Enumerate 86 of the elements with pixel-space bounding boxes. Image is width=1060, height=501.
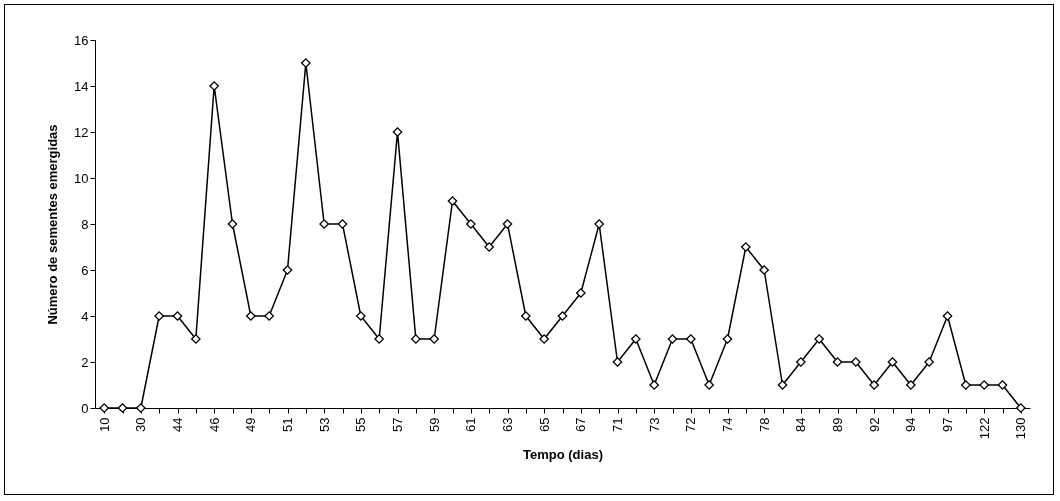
point bbox=[356, 311, 366, 321]
x-tick-label: 94 bbox=[903, 417, 919, 432]
point bbox=[906, 380, 916, 390]
point bbox=[649, 380, 659, 390]
x-tick-label: 74 bbox=[720, 417, 735, 432]
point bbox=[227, 219, 238, 229]
x-tick-label: 63 bbox=[500, 417, 515, 432]
point bbox=[539, 334, 549, 344]
point bbox=[924, 357, 934, 367]
x-tick-label: 122 bbox=[976, 417, 992, 440]
point bbox=[337, 219, 348, 229]
point bbox=[759, 265, 769, 275]
y-tick-label: 4 bbox=[81, 308, 89, 324]
point bbox=[612, 357, 623, 367]
point bbox=[319, 219, 329, 229]
point bbox=[942, 311, 953, 321]
x-tick-label: 10 bbox=[96, 417, 112, 432]
point bbox=[484, 242, 494, 252]
point bbox=[704, 380, 714, 390]
point bbox=[869, 380, 879, 390]
point bbox=[686, 334, 696, 344]
y-axis-title: Número de sementes emergidas bbox=[45, 124, 61, 325]
point bbox=[502, 219, 513, 229]
point bbox=[154, 311, 164, 321]
point bbox=[667, 334, 678, 344]
point bbox=[887, 357, 898, 367]
x-tick-label: 73 bbox=[646, 417, 662, 432]
point bbox=[997, 380, 1008, 390]
x-tick-label: 57 bbox=[390, 417, 405, 432]
point bbox=[777, 380, 788, 390]
point bbox=[961, 380, 971, 390]
point bbox=[447, 196, 458, 206]
point bbox=[392, 127, 403, 137]
y-tick-label: 6 bbox=[81, 262, 89, 278]
x-tick-label: 59 bbox=[426, 417, 442, 432]
point bbox=[814, 334, 824, 344]
point bbox=[576, 288, 586, 298]
x-tick-label: 78 bbox=[756, 417, 772, 432]
point bbox=[209, 81, 219, 91]
y-tick-label: 12 bbox=[74, 124, 89, 140]
point bbox=[521, 311, 531, 321]
point bbox=[301, 58, 311, 68]
point bbox=[117, 403, 128, 413]
point bbox=[172, 311, 183, 321]
x-tick-label: 72 bbox=[683, 417, 699, 432]
point bbox=[136, 403, 146, 413]
y-tick-label: 2 bbox=[81, 354, 89, 370]
point bbox=[979, 380, 989, 390]
x-tick-label: 97 bbox=[940, 417, 955, 432]
y-tick-label: 14 bbox=[74, 78, 89, 94]
point bbox=[246, 311, 256, 321]
x-tick-label: 46 bbox=[206, 417, 222, 432]
x-tick-label: 84 bbox=[793, 417, 809, 432]
x-tick-label: 92 bbox=[866, 417, 882, 432]
point bbox=[557, 311, 568, 321]
x-tick-label: 65 bbox=[536, 417, 552, 432]
point bbox=[594, 219, 604, 229]
y-tick-label: 10 bbox=[74, 170, 89, 186]
point bbox=[466, 219, 476, 229]
point bbox=[832, 357, 843, 367]
point bbox=[741, 242, 751, 252]
x-tick-label: 71 bbox=[610, 417, 625, 432]
x-tick-label: 67 bbox=[573, 417, 589, 432]
point bbox=[282, 265, 293, 275]
x-tick-label: 53 bbox=[316, 417, 332, 432]
y-tick-label: 0 bbox=[81, 400, 89, 416]
x-tick-label: 130 bbox=[1013, 417, 1029, 440]
x-tick-label: 51 bbox=[280, 417, 295, 432]
y-tick-label: 8 bbox=[81, 216, 89, 232]
point bbox=[191, 334, 201, 344]
point bbox=[631, 334, 641, 344]
point bbox=[851, 357, 861, 367]
x-tick-label: 89 bbox=[830, 417, 845, 432]
x-tick-label: 61 bbox=[463, 417, 479, 432]
x-tick-label: 49 bbox=[243, 417, 259, 432]
point bbox=[796, 357, 806, 367]
point bbox=[411, 334, 421, 344]
x-tick-label: 55 bbox=[353, 417, 369, 432]
x-tick-label: 30 bbox=[133, 417, 149, 432]
point bbox=[722, 334, 733, 344]
point bbox=[374, 334, 384, 344]
y-tick-label: 16 bbox=[74, 32, 89, 48]
point bbox=[429, 334, 439, 344]
x-tick-label: 44 bbox=[170, 417, 185, 432]
x-axis-title: Tempo (dias) bbox=[523, 447, 603, 463]
point bbox=[264, 311, 274, 321]
